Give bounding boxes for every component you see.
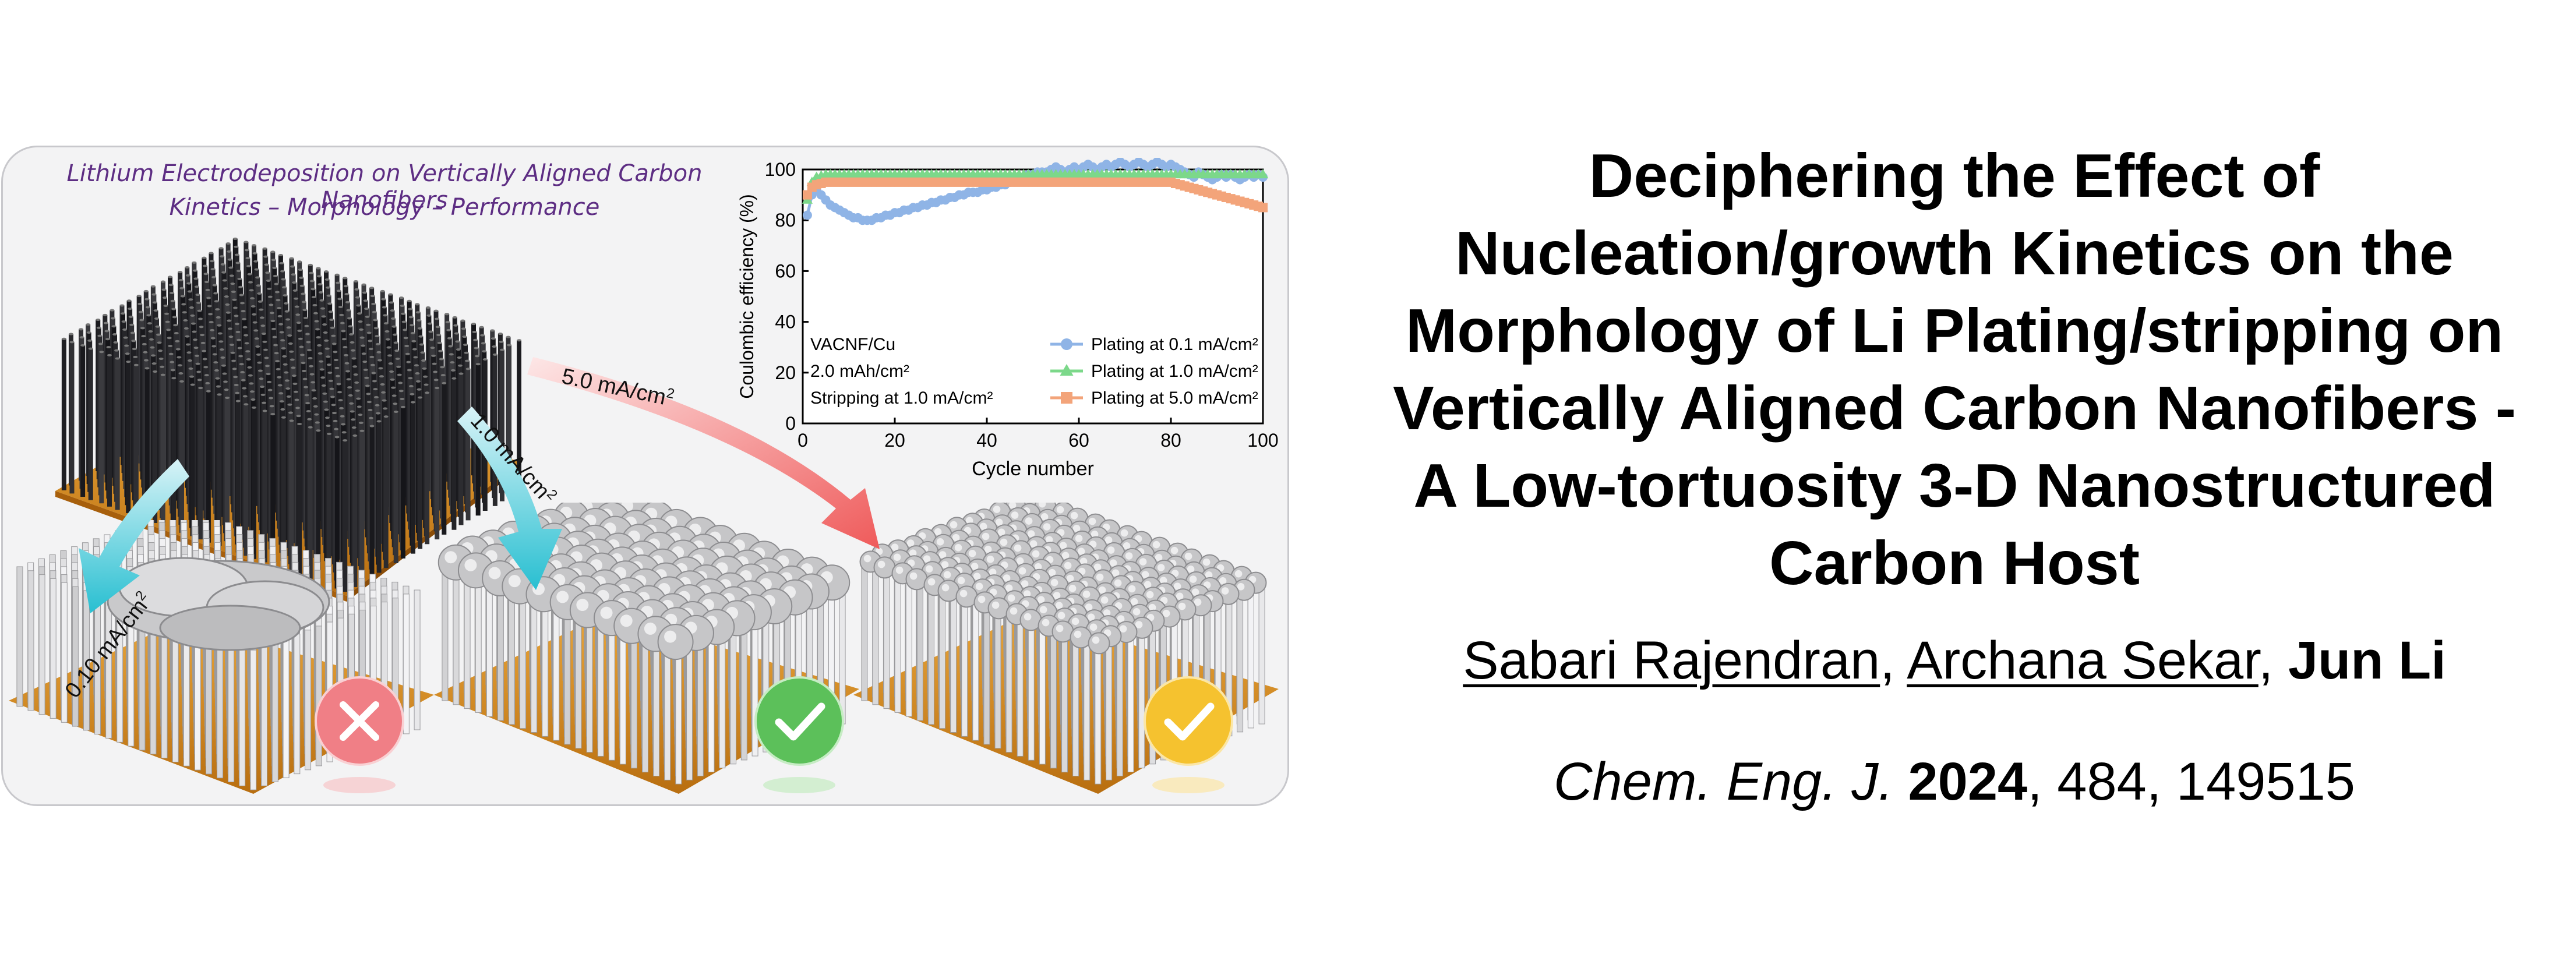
axis-ticks: 0 20 40 60 80 100 0 20 40 60 80 100 — [765, 159, 1279, 451]
corresponding-author-name: Jun Li — [2288, 631, 2446, 690]
paper-title-line: A Low-tortuosity 3-D Nanostructured — [1413, 451, 2496, 520]
legend-marker — [1060, 364, 1074, 376]
legend-marker — [1061, 392, 1072, 404]
y-tick-label: 0 — [785, 413, 796, 434]
chart-legend: Plating at 0.1 mA/cm² Plating at 1.0 mA/c… — [1050, 335, 1258, 408]
journal-name: Chem. Eng. J. — [1554, 752, 1893, 811]
cross-icon — [315, 676, 404, 793]
data-point — [802, 190, 812, 200]
x-tick-label: 80 — [1160, 430, 1181, 451]
paper-title-line: Morphology of Li Plating/stripping on — [1405, 296, 2504, 365]
data-series — [802, 158, 1269, 225]
plot-area — [802, 168, 1264, 425]
arrow-low-rate — [79, 459, 189, 613]
x-tick-label: 60 — [1068, 430, 1089, 451]
paper-title-line: Vertically Aligned Carbon Nanofibers - — [1392, 374, 2517, 443]
y-tick-label: 60 — [775, 260, 796, 281]
x-tick-label: 40 — [976, 430, 997, 451]
paper-title-line: Carbon Host — [1769, 529, 2140, 598]
paper-title-line: Deciphering the Effect of — [1589, 142, 2320, 210]
annotation-line: Stripping at 1.0 mA/cm² — [810, 388, 993, 408]
author-name: Sabari Rajendran — [1463, 631, 1880, 690]
y-tick-label: 80 — [775, 210, 796, 231]
check-icon — [1144, 676, 1233, 793]
publication-year: 2024 — [1908, 752, 2028, 811]
x-axis-label: Cycle number — [972, 458, 1094, 480]
y-axis-label: Coulombic efficiency (%) — [736, 194, 757, 399]
legend-label: Plating at 5.0 mA/cm² — [1091, 388, 1258, 408]
carbon-nanofiber-forest — [61, 237, 521, 592]
li-dendrite-blob — [107, 557, 330, 651]
legend-label: Plating at 0.1 mA/cm² — [1091, 335, 1258, 354]
legend-marker — [1061, 338, 1072, 350]
arrow-mid-rate — [457, 407, 562, 590]
data-point — [1257, 169, 1269, 179]
electrode-mid-rate-illustration — [434, 503, 859, 794]
li-nodules — [859, 503, 1267, 655]
x-tick-label: 0 — [797, 430, 808, 451]
check-icon — [754, 676, 844, 793]
annotation-line: VACNF/Cu — [810, 335, 895, 354]
ga-subtitle: Kinetics – Morphology – Performance — [169, 194, 600, 221]
series-square — [802, 177, 1268, 213]
y-tick-label: 100 — [765, 159, 796, 180]
paper-title-line: Nucleation/growth Kinetics on the — [1455, 219, 2454, 288]
citation: Chem. Eng. J. 2024, 484, 149515 — [1340, 751, 2569, 812]
y-tick-label: 20 — [775, 362, 796, 383]
author-separator: , — [1880, 631, 1907, 690]
ga-title: Lithium Electrodeposition on Vertically … — [66, 160, 703, 214]
author-list: Sabari Rajendran, Archana Sekar, Jun Li — [1340, 630, 2569, 691]
data-point — [802, 210, 812, 220]
data-point — [1258, 203, 1268, 213]
author-name: Archana Sekar — [1907, 631, 2259, 690]
x-tick-label: 100 — [1247, 430, 1278, 451]
x-tick-label: 20 — [884, 430, 905, 451]
volume-and-article: , 484, 149515 — [2027, 752, 2355, 811]
coulombic-efficiency-chart: 0 20 40 60 80 100 0 20 40 60 80 100 Cycle number Co… — [736, 158, 1279, 480]
paper-title: Deciphering the Effect of Nucleation/grow… — [1340, 137, 2569, 602]
rate-arrows — [79, 357, 880, 613]
legend-label: Plating at 1.0 mA/cm² — [1091, 362, 1258, 381]
y-tick-label: 40 — [775, 312, 796, 333]
author-separator: , — [2258, 631, 2288, 690]
arrow-high-rate — [527, 357, 880, 549]
chart-annotation: VACNF/Cu 2.0 mAh/cm² Stripping at 1.0 mA/c… — [810, 335, 993, 408]
graphical-abstract: Lithium Electrodeposition on Vertically … — [1, 146, 1289, 806]
annotation-line: 2.0 mAh/cm² — [810, 362, 909, 381]
li-nodules — [437, 503, 851, 660]
